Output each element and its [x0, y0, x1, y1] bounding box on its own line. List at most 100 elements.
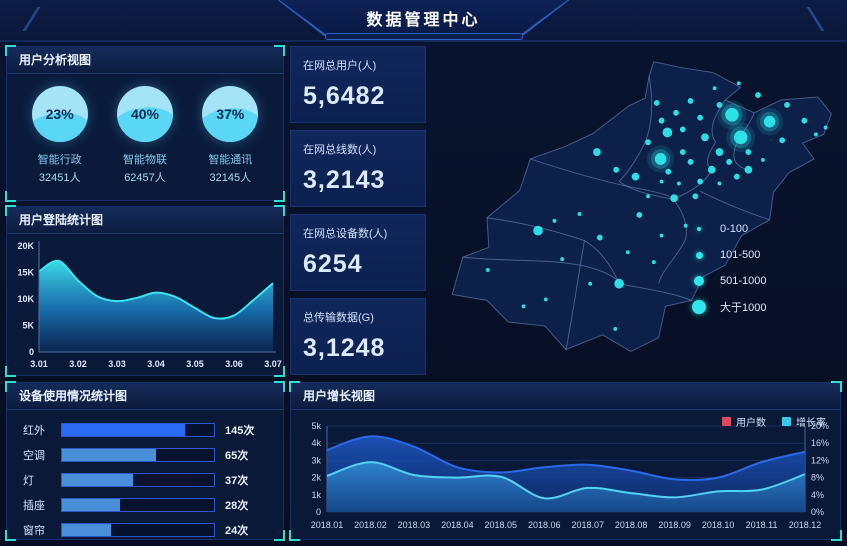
liquid-gauge: 23% — [31, 86, 88, 142]
map-bubble — [697, 114, 704, 121]
map-svg — [451, 61, 832, 353]
axis-tick-label: 4k — [311, 438, 321, 448]
map-bubble — [715, 148, 724, 156]
map-bubble — [543, 297, 548, 302]
device-bar-chart: 红外 145次 空调 65次灯 37次 插座 28次 窗帘 24次 — [7, 410, 283, 540]
map-bubble — [683, 223, 688, 228]
login-area-chart: 0 5K 10K 15K 20K 3.01 3.02 3.03 3.04 3.05 3.06 3.07 — [17, 241, 282, 369]
map-bubble — [736, 81, 741, 86]
bar-category-label: 灯 — [23, 475, 34, 487]
axis-tick-label: 20% — [811, 421, 829, 431]
map-bubble — [533, 225, 543, 236]
map-bubble — [588, 281, 593, 286]
gauge-percent: 40% — [130, 106, 159, 122]
map-legend-item: 501-1000 — [692, 268, 790, 294]
map-bubble — [712, 86, 717, 91]
axis-tick-label: 3.02 — [69, 359, 87, 369]
map-legend-item: 0-100 — [692, 216, 790, 242]
map-bubble — [677, 181, 681, 186]
bar-value-label: 37次 — [225, 475, 249, 487]
axis-tick-label: 3.01 — [30, 359, 48, 369]
header-bar: 数据管理中心 — [0, 0, 847, 42]
axis-tick-label: 3k — [311, 455, 321, 465]
legend-item-growth-rate[interactable]: 增长率 — [782, 414, 826, 429]
map-bubble — [646, 194, 650, 199]
percent-gauges: 23% 智能行政 32451人 40% 智能物联 62457人 37% 智能通讯… — [7, 74, 283, 185]
map-bubble — [659, 233, 664, 238]
map-bubble — [717, 181, 722, 186]
axis-tick-label: 8% — [811, 473, 824, 483]
region-bubble-map: 0-100 101-500 501-1000 大于1000 — [430, 44, 842, 378]
axis-tick-label: 20K — [17, 241, 34, 251]
bar-fill — [62, 474, 134, 486]
map-bubble — [665, 168, 672, 175]
panel-user-growth: 用户增长视图 用户数 增长率 0 0% 1k 4% 2k 8% 3k 12% 4k 16% 5k 20… — [289, 381, 842, 541]
axis-tick-label: 3.03 — [108, 359, 126, 369]
map-bubble — [659, 179, 664, 184]
map-bubble — [631, 172, 640, 181]
map-bubble — [707, 165, 716, 174]
map-bubble — [673, 109, 679, 116]
panel-title-user-growth: 用户增长视图 — [291, 383, 840, 410]
bar-value-label: 24次 — [225, 525, 249, 537]
map-bubble — [662, 127, 673, 138]
axis-tick-label: 2018.07 — [571, 520, 604, 530]
axis-tick-label: 12% — [811, 455, 829, 465]
header-decoration-left — [22, 7, 41, 31]
axis-tick-label: 1k — [311, 490, 321, 500]
map-bubble — [687, 158, 694, 165]
stat-value: 3,1248 — [303, 334, 386, 362]
liquid-gauge: 40% — [116, 86, 173, 142]
map-bubble — [733, 130, 748, 145]
legend-dot-large-icon — [694, 276, 704, 286]
login-area-fill — [39, 260, 273, 352]
gauge-label: 智能行政 — [37, 154, 82, 166]
map-bubble — [654, 153, 667, 165]
axis-tick-label: 0 — [316, 507, 321, 517]
axis-tick-label: 16% — [811, 438, 829, 448]
axis-tick-label: 2018.03 — [398, 520, 431, 530]
axis-tick-label: 2018.08 — [615, 520, 648, 530]
bar-track — [61, 473, 215, 487]
gauge-percent: 37% — [216, 106, 245, 122]
map-bubble — [784, 101, 790, 108]
map-bubble — [625, 250, 630, 255]
login-line — [38, 259, 274, 320]
gauge-users: 62457人 — [124, 172, 166, 184]
map-bubble — [485, 267, 490, 272]
bar-value-label: 145次 — [225, 425, 255, 437]
header-title-frame: 数据管理中心 — [277, 0, 570, 36]
axis-tick-label: 5K — [22, 321, 34, 331]
map-bubble — [596, 234, 603, 241]
axis-tick-label: 2k — [311, 473, 321, 483]
axis-tick-label: 0 — [29, 347, 34, 357]
map-bubble — [687, 98, 694, 104]
map-bubble — [679, 149, 686, 156]
bar-track — [61, 523, 215, 537]
stat-value: 5,6482 — [303, 82, 386, 110]
map-bubble — [779, 137, 786, 144]
bar-fill — [62, 449, 157, 461]
bar-fill — [62, 424, 186, 436]
map-bubble — [745, 149, 752, 156]
map-bubble — [716, 101, 723, 108]
axis-tick-label: 3.06 — [225, 359, 243, 369]
map-bubble — [613, 166, 620, 173]
device-bar-row: 空调 65次 — [23, 445, 267, 465]
device-bar-row: 红外 145次 — [23, 420, 267, 440]
panel-login-stats: 用户登陆统计图 0 5K 10K 15K 20K 3.01 3.02 3.03 3.04 3.05… — [5, 205, 285, 377]
legend-item-users[interactable]: 用户数 — [722, 414, 766, 429]
stat-card-total-lines: 在网总线数(人) 3,2143 — [290, 130, 426, 207]
gauge-item: 23% 智能行政 32451人 — [22, 86, 98, 185]
page-title: 数据管理中心 — [366, 12, 481, 29]
axis-tick-label: 0% — [811, 507, 824, 517]
panel-title-device-usage: 设备使用情况统计图 — [7, 383, 283, 410]
axis-tick-label: 4% — [811, 490, 824, 500]
gauge-percent: 23% — [45, 106, 74, 122]
map-bubble — [658, 117, 665, 124]
map-bubble — [755, 92, 761, 99]
map-bubble — [636, 211, 643, 218]
map-bubble — [763, 115, 776, 128]
map-bubble — [823, 125, 828, 130]
map-bubble — [577, 211, 582, 216]
